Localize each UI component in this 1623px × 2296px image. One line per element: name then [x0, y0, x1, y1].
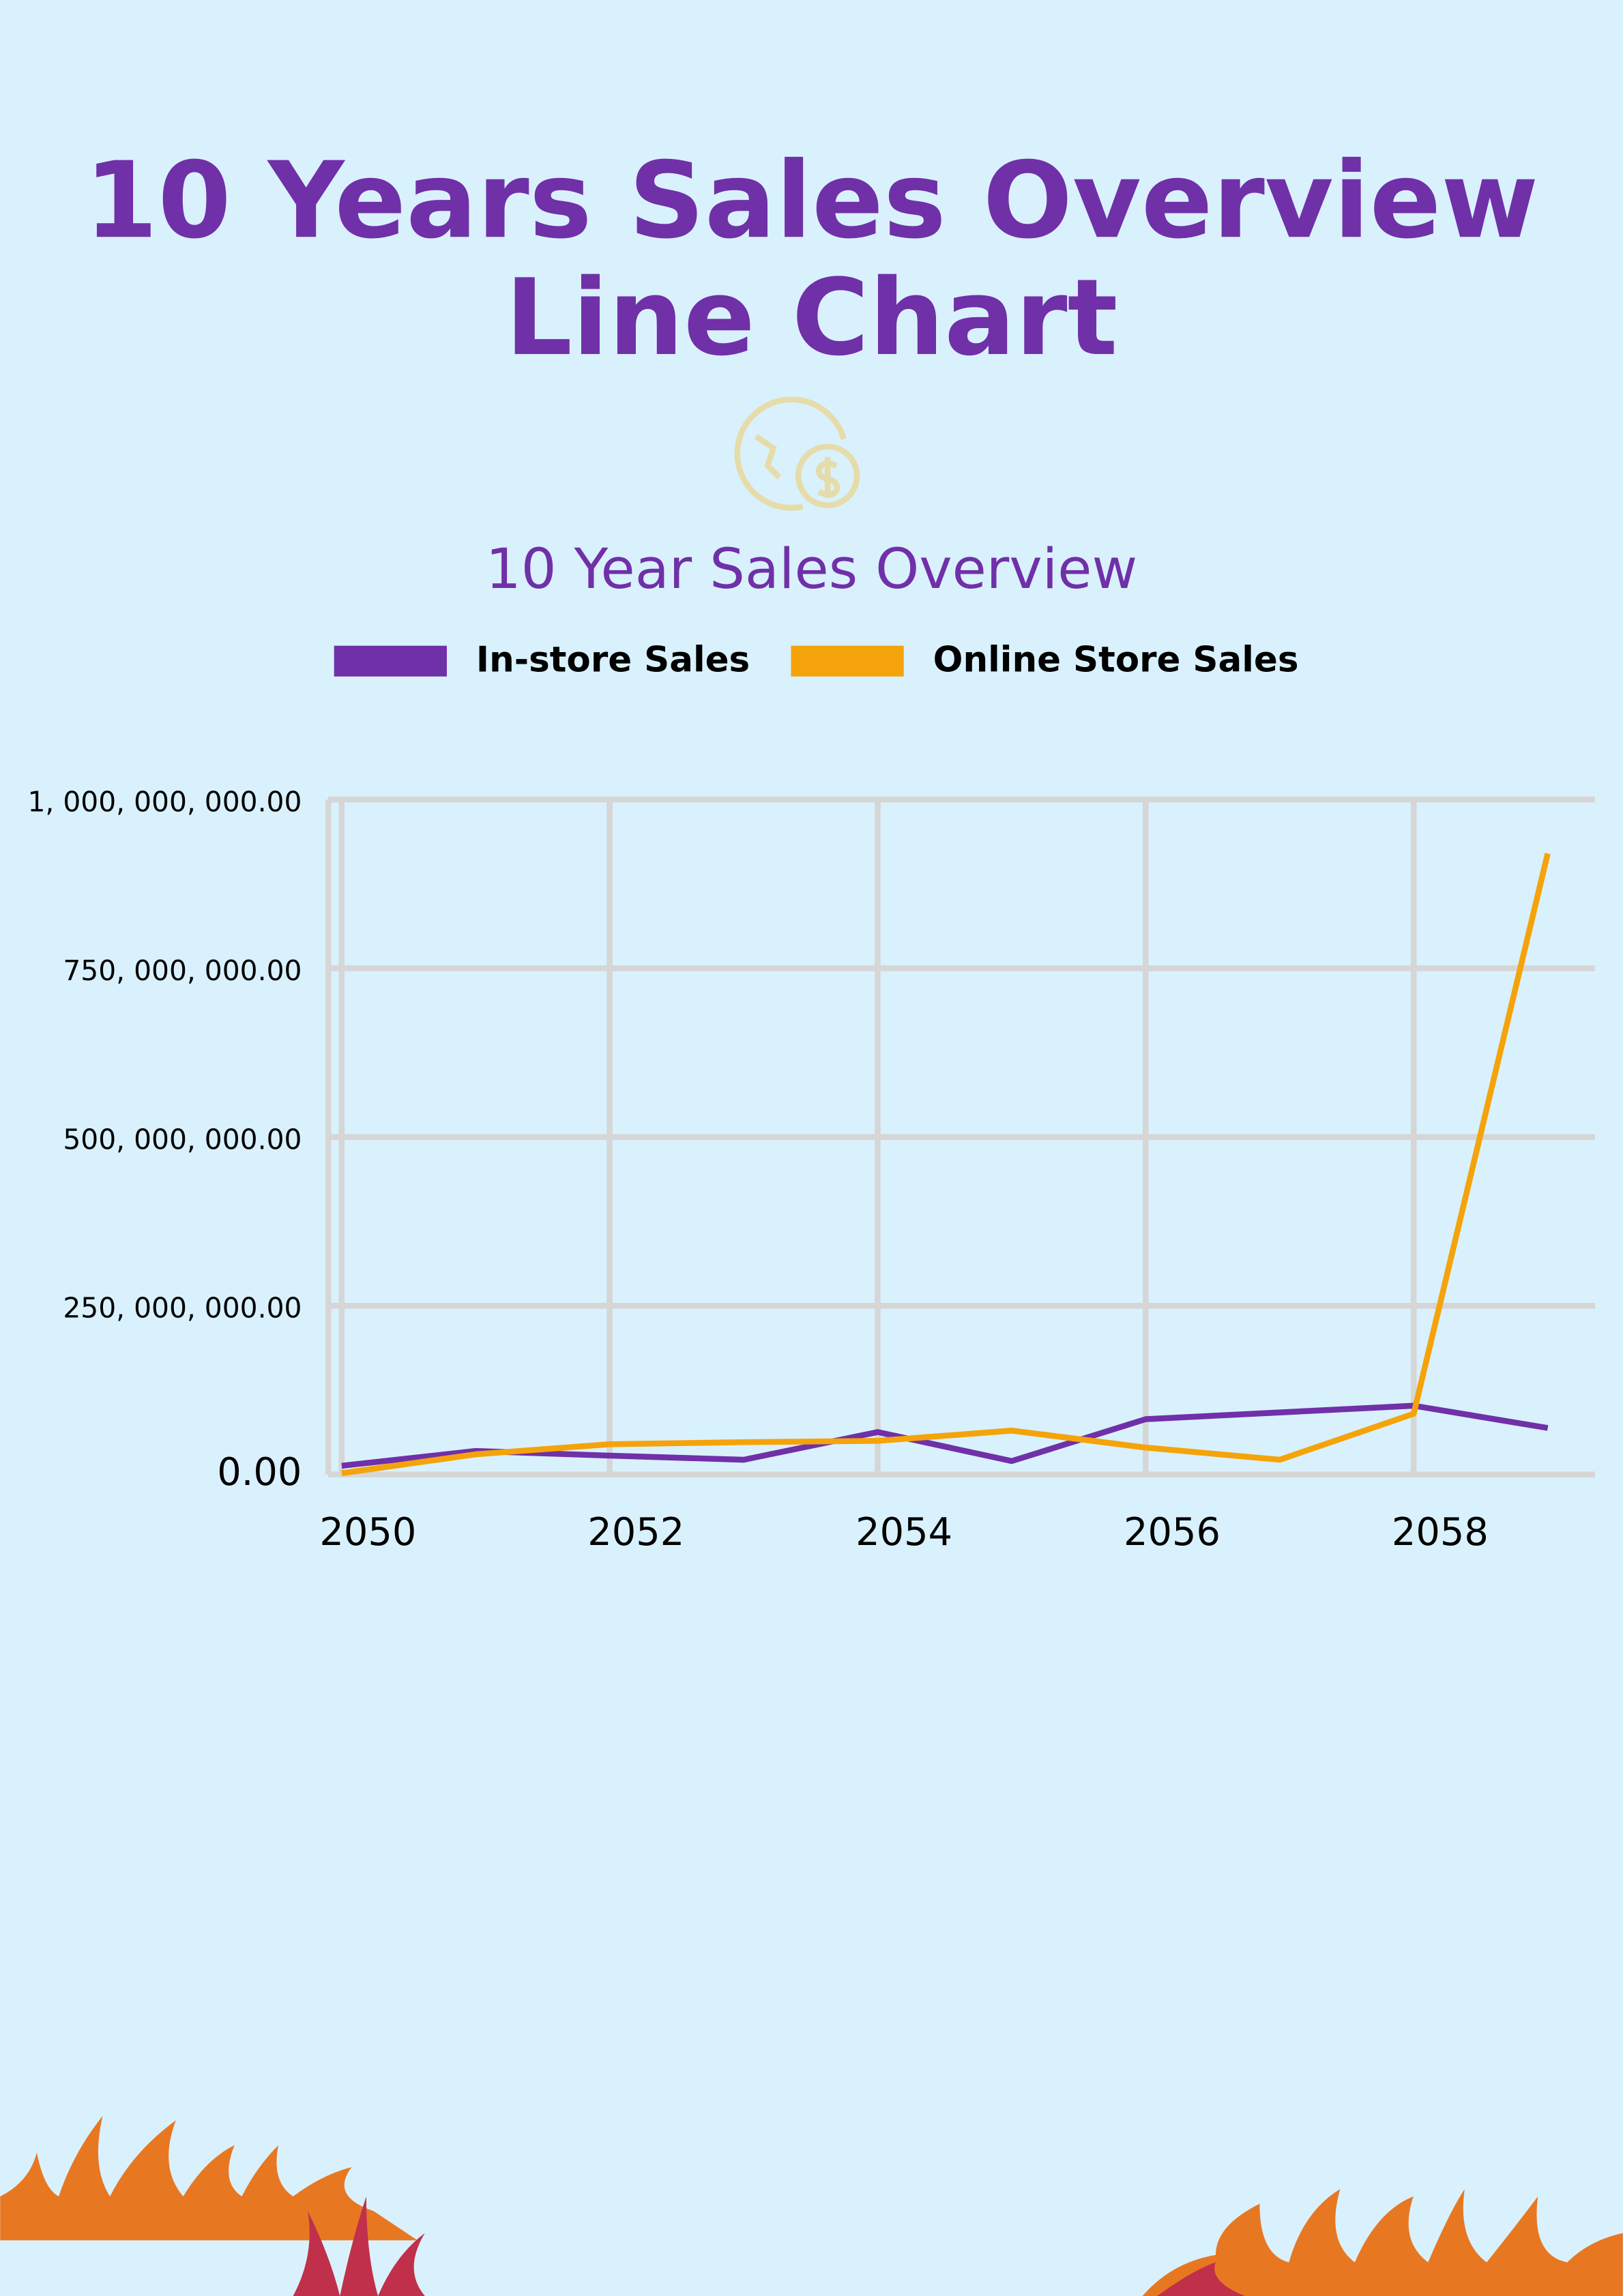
y-tick-label: 0.00	[217, 1450, 302, 1495]
legend: In-store Sales Online Store Sales	[334, 639, 1299, 680]
legend-label: Online Store Sales	[933, 639, 1299, 680]
icon	[734, 396, 860, 511]
y-tick-label: 500, 000, 000.00	[63, 1123, 302, 1156]
y-tick-label: 750, 000, 000.00	[63, 954, 302, 987]
y-tick-label: 1, 000, 000, 000.00	[28, 786, 302, 819]
legend-swatch	[334, 645, 447, 677]
y-tick-label: 250, 000, 000.00	[63, 1292, 302, 1325]
legend-label: In-store Sales	[476, 639, 750, 680]
x-tick-label: 2054	[856, 1510, 952, 1555]
chart-title: 10 Years Sales Overview	[85, 140, 1538, 262]
chart-subtitle: 10 Year Sales Overview	[486, 537, 1137, 602]
chart-title: Line Chart	[506, 257, 1118, 379]
x-tick-label: 2056	[1124, 1510, 1220, 1555]
x-tick-label: 2058	[1392, 1510, 1489, 1555]
x-tick-label: 2052	[587, 1510, 684, 1555]
series-line	[341, 1402, 1549, 1469]
legend-swatch	[791, 645, 904, 677]
plot-area: 0.00 250, 000, 000.00 500, 000, 000.00 750,…	[28, 786, 1595, 1555]
grass	[0, 2115, 1623, 2296]
series-line	[341, 853, 1551, 1477]
x-tick-label: 2050	[319, 1510, 416, 1555]
